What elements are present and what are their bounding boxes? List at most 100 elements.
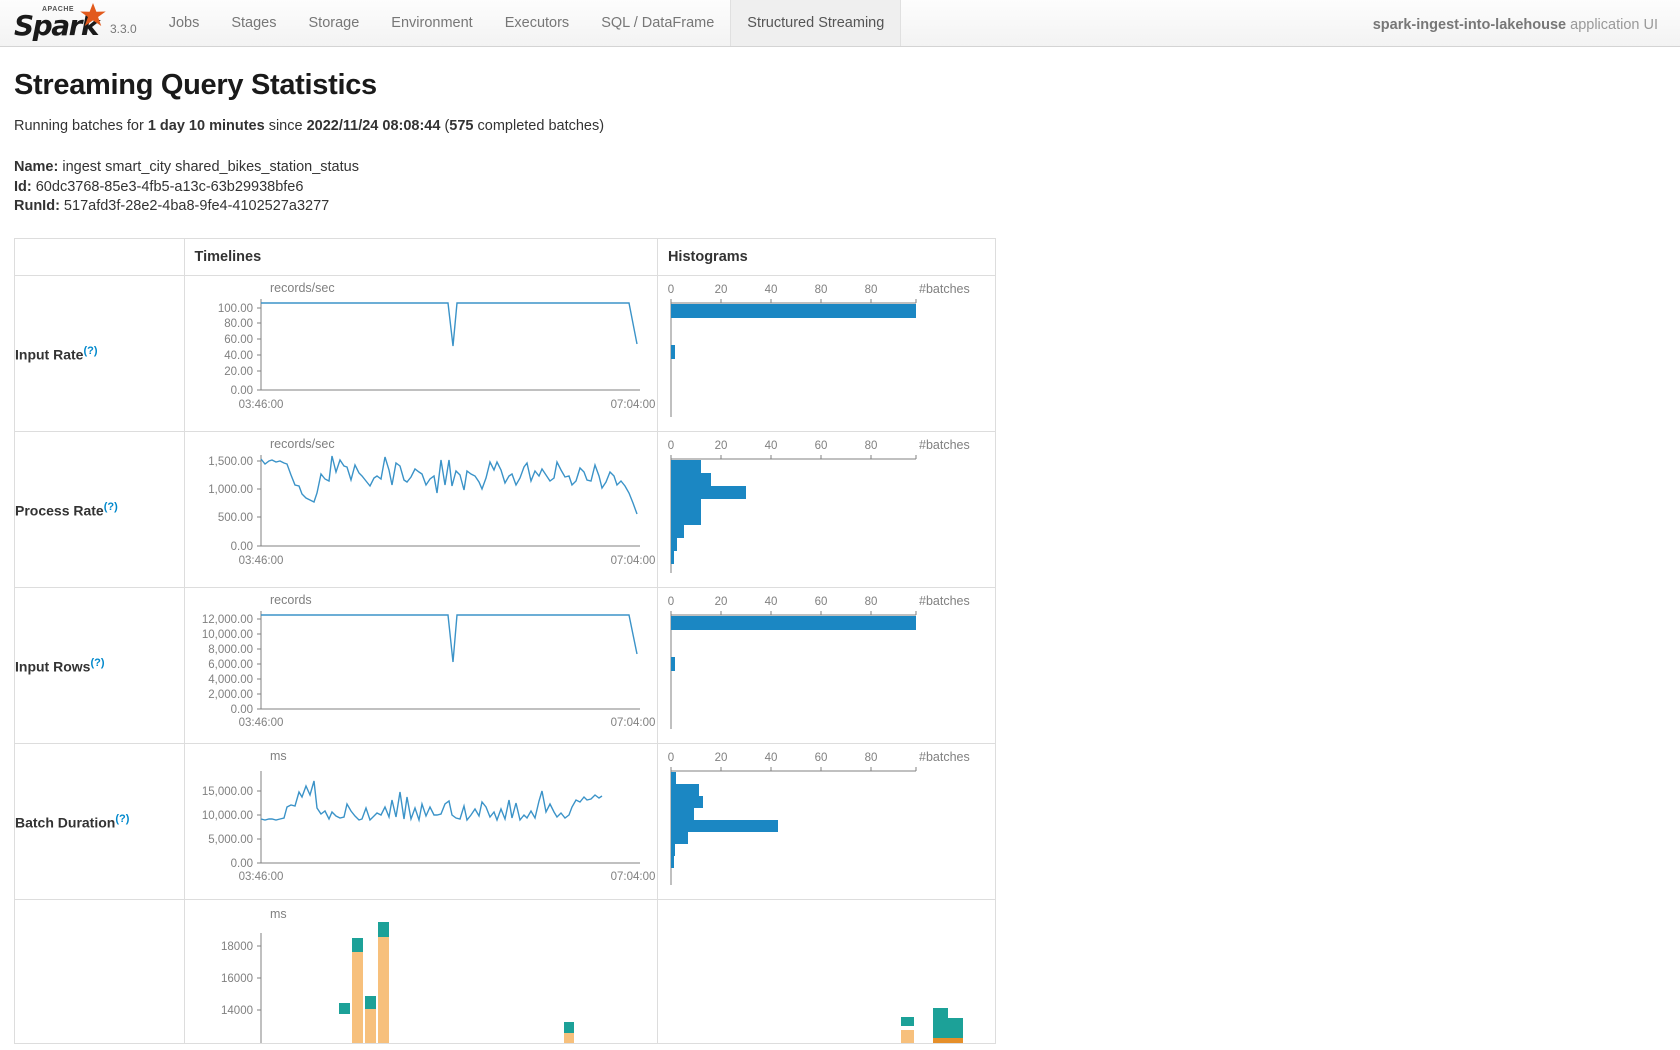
tab-stages[interactable]: Stages: [231, 14, 277, 31]
svg-text:07:04:00: 07:04:00: [610, 871, 654, 883]
svg-text:100.00: 100.00: [217, 303, 252, 315]
meta-runid-row: RunId: 517afd3f-28e2-4ba8-9fe4-4102527a3…: [14, 197, 1666, 217]
table-header-row: Timelines Histograms: [14, 237, 997, 276]
tab-storage[interactable]: Storage: [308, 14, 360, 31]
spark-logo-link[interactable]: APACHE Spark 3.3.0: [0, 2, 143, 46]
table-row: ms 18000 16000 14000: [14, 898, 997, 1044]
cell-histogram-process-rate[interactable]: 0 20 40 60 80 #batches: [656, 430, 997, 588]
svg-text:07:04:00: 07:04:00: [610, 399, 654, 411]
svg-text:40: 40: [765, 440, 778, 452]
meta-name-row: Name: ingest smart_city shared_bikes_sta…: [14, 158, 1666, 178]
svg-text:0: 0: [668, 596, 674, 608]
chart-input-rate-histogram[interactable]: 0 20 40 80 80 #batches: [658, 277, 993, 430]
streaming-statistics-table: Timelines Histograms Input Rate(?) recor…: [14, 237, 997, 1044]
svg-text:40.00: 40.00: [224, 350, 253, 362]
chart-process-rate-histogram[interactable]: 0 20 40 60 80 #batches: [658, 433, 993, 586]
svg-text:0.00: 0.00: [230, 541, 252, 553]
help-icon[interactable]: (?): [90, 656, 105, 669]
svg-text:#batches: #batches: [919, 750, 970, 764]
cell-timeline-process-rate[interactable]: records/sec 1,500.00 1,000.00 500.00 0.0…: [183, 430, 658, 588]
header-histograms: Histograms: [656, 237, 997, 276]
cell-histogram-input-rate[interactable]: 0 20 40 80 80 #batches: [656, 274, 997, 432]
cell-timeline-batch-duration[interactable]: ms 15,000.00 10,000.00 5,000.00 0.00 03:…: [183, 742, 658, 900]
svg-text:1,000.00: 1,000.00: [208, 484, 253, 496]
svg-text:80: 80: [815, 284, 828, 296]
help-icon[interactable]: (?): [103, 500, 118, 513]
tab-jobs[interactable]: Jobs: [168, 14, 200, 31]
svg-text:20.00: 20.00: [224, 366, 253, 378]
cell-timeline-input-rows[interactable]: records 12,000.00 10,000.00 8,000.00 6,0…: [183, 586, 658, 744]
status-line: Running batches for 1 day 10 minutes sin…: [14, 118, 1666, 134]
row-label-text: Batch Duration: [15, 814, 116, 831]
application-name: spark-ingest-into-lakehouse: [1372, 17, 1567, 33]
svg-text:20: 20: [715, 752, 728, 764]
nav-tabs: Jobs Stages Storage Environment Executor…: [153, 0, 902, 46]
chart-batch-duration-histogram[interactable]: 0 20 40 60 80 #batches: [658, 745, 993, 898]
svg-text:20: 20: [715, 596, 728, 608]
spark-star-icon: [80, 2, 106, 26]
help-icon[interactable]: (?): [83, 344, 98, 357]
svg-text:0.00: 0.00: [230, 385, 252, 397]
application-title: spark-ingest-into-lakehouse application …: [1373, 17, 1680, 46]
chart-process-rate-timeline[interactable]: records/sec 1,500.00 1,000.00 500.00 0.0…: [185, 433, 655, 586]
svg-text:40: 40: [765, 284, 778, 296]
tab-executors[interactable]: Executors: [504, 14, 570, 31]
svg-text:03:46:00: 03:46:00: [238, 717, 283, 729]
spark-logo: APACHE Spark: [14, 2, 106, 42]
chart-batch-duration-timeline[interactable]: ms 15,000.00 10,000.00 5,000.00 0.00 03:…: [185, 745, 655, 898]
status-since: since: [264, 118, 307, 134]
chart-operation-duration-timeline[interactable]: ms 18000 16000 14000: [185, 900, 655, 1043]
svg-text:2,000.00: 2,000.00: [208, 689, 253, 701]
header-timelines: Timelines: [183, 237, 658, 276]
svg-text:10,000.00: 10,000.00: [201, 629, 252, 641]
tab-environment[interactable]: Environment: [391, 14, 473, 31]
cell-histogram-batch-duration[interactable]: 0 20 40 60 80 #batches: [656, 742, 997, 900]
spark-version: 3.3.0: [110, 22, 137, 36]
svg-text:records/sec: records/sec: [270, 437, 335, 451]
chart-input-rows-timeline[interactable]: records 12,000.00 10,000.00 8,000.00 6,0…: [185, 589, 655, 742]
svg-text:#batches: #batches: [919, 594, 970, 608]
cell-histogram-operation-duration[interactable]: [656, 898, 997, 1044]
svg-text:4,000.00: 4,000.00: [208, 674, 253, 686]
chart-operation-duration-histogram[interactable]: [658, 900, 993, 1043]
svg-text:60: 60: [815, 752, 828, 764]
row-label-input-rows: Input Rows(?): [14, 586, 185, 744]
svg-text:5,000.00: 5,000.00: [208, 834, 253, 846]
row-label-input-rate: Input Rate(?): [14, 274, 185, 432]
svg-text:ms: ms: [270, 907, 287, 921]
svg-text:6,000.00: 6,000.00: [208, 659, 253, 671]
svg-text:07:04:00: 07:04:00: [610, 555, 654, 567]
chart-input-rate-timeline[interactable]: records/sec 100.00 80.00 60.00 40.00 20.…: [185, 277, 655, 430]
cell-timeline-input-rate[interactable]: records/sec 100.00 80.00 60.00 40.00 20.…: [183, 274, 658, 432]
svg-text:#batches: #batches: [919, 282, 970, 296]
help-icon[interactable]: (?): [115, 812, 130, 825]
svg-text:80: 80: [865, 284, 878, 296]
tab-sql-dataframe[interactable]: SQL / DataFrame: [601, 14, 715, 31]
query-metadata: Name: ingest smart_city shared_bikes_sta…: [14, 158, 1666, 217]
table-row: Input Rate(?) records/sec 100.00 80.00 6…: [14, 274, 997, 432]
svg-text:80.00: 80.00: [224, 318, 253, 330]
cell-histogram-input-rows[interactable]: 0 20 40 60 80 #batches: [656, 586, 997, 744]
page-content: Streaming Query Statistics Running batch…: [0, 69, 1680, 1044]
meta-id-value: 60dc3768-85e3-4fb5-a13c-63b29938bfe6: [31, 178, 304, 195]
tab-structured-streaming[interactable]: Structured Streaming: [730, 0, 902, 46]
completed-batch-count: 575: [449, 118, 474, 134]
svg-text:60.00: 60.00: [224, 334, 253, 346]
row-label-operation-duration: [14, 898, 185, 1044]
svg-text:03:46:00: 03:46:00: [238, 871, 283, 883]
chart-input-rows-histogram[interactable]: 0 20 40 60 80 #batches: [658, 589, 993, 742]
svg-text:records: records: [270, 593, 312, 607]
running-duration: 1 day 10 minutes: [147, 118, 265, 134]
cell-timeline-operation-duration[interactable]: ms 18000 16000 14000: [183, 898, 658, 1044]
svg-text:500.00: 500.00: [217, 512, 252, 524]
svg-text:40: 40: [765, 752, 778, 764]
svg-text:60: 60: [815, 440, 828, 452]
svg-text:03:46:00: 03:46:00: [238, 399, 283, 411]
start-timestamp: 2022/11/24 08:08:44: [306, 118, 441, 134]
svg-text:03:46:00: 03:46:00: [238, 555, 283, 567]
svg-text:07:04:00: 07:04:00: [610, 717, 654, 729]
svg-text:ms: ms: [270, 749, 287, 763]
application-suffix: application UI: [1570, 17, 1658, 33]
status-tail: completed batches): [473, 118, 605, 134]
meta-name-value: ingest smart_city shared_bikes_station_s…: [58, 159, 359, 175]
